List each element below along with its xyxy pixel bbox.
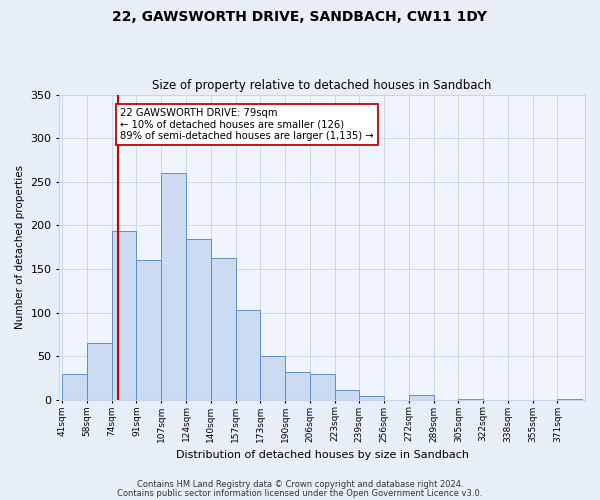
- Bar: [310, 374, 335, 400]
- Bar: [112, 232, 136, 400]
- Bar: [335, 390, 359, 400]
- Text: Contains public sector information licensed under the Open Government Licence v3: Contains public sector information licen…: [118, 489, 482, 498]
- Bar: [236, 310, 260, 400]
- Bar: [186, 240, 211, 400]
- Bar: [211, 258, 236, 400]
- Title: Size of property relative to detached houses in Sandbach: Size of property relative to detached ho…: [152, 79, 492, 92]
- Bar: [260, 356, 285, 400]
- Bar: [136, 260, 161, 400]
- Bar: [458, 399, 483, 400]
- Bar: [161, 173, 186, 400]
- Bar: [87, 343, 112, 400]
- Bar: [557, 399, 582, 400]
- Bar: [62, 374, 87, 400]
- Text: 22 GAWSWORTH DRIVE: 79sqm
← 10% of detached houses are smaller (126)
89% of semi: 22 GAWSWORTH DRIVE: 79sqm ← 10% of detac…: [121, 108, 374, 141]
- X-axis label: Distribution of detached houses by size in Sandbach: Distribution of detached houses by size …: [176, 450, 469, 460]
- Bar: [359, 396, 384, 400]
- Text: 22, GAWSWORTH DRIVE, SANDBACH, CW11 1DY: 22, GAWSWORTH DRIVE, SANDBACH, CW11 1DY: [113, 10, 487, 24]
- Text: Contains HM Land Registry data © Crown copyright and database right 2024.: Contains HM Land Registry data © Crown c…: [137, 480, 463, 489]
- Y-axis label: Number of detached properties: Number of detached properties: [15, 165, 25, 329]
- Bar: [285, 372, 310, 400]
- Bar: [409, 396, 434, 400]
